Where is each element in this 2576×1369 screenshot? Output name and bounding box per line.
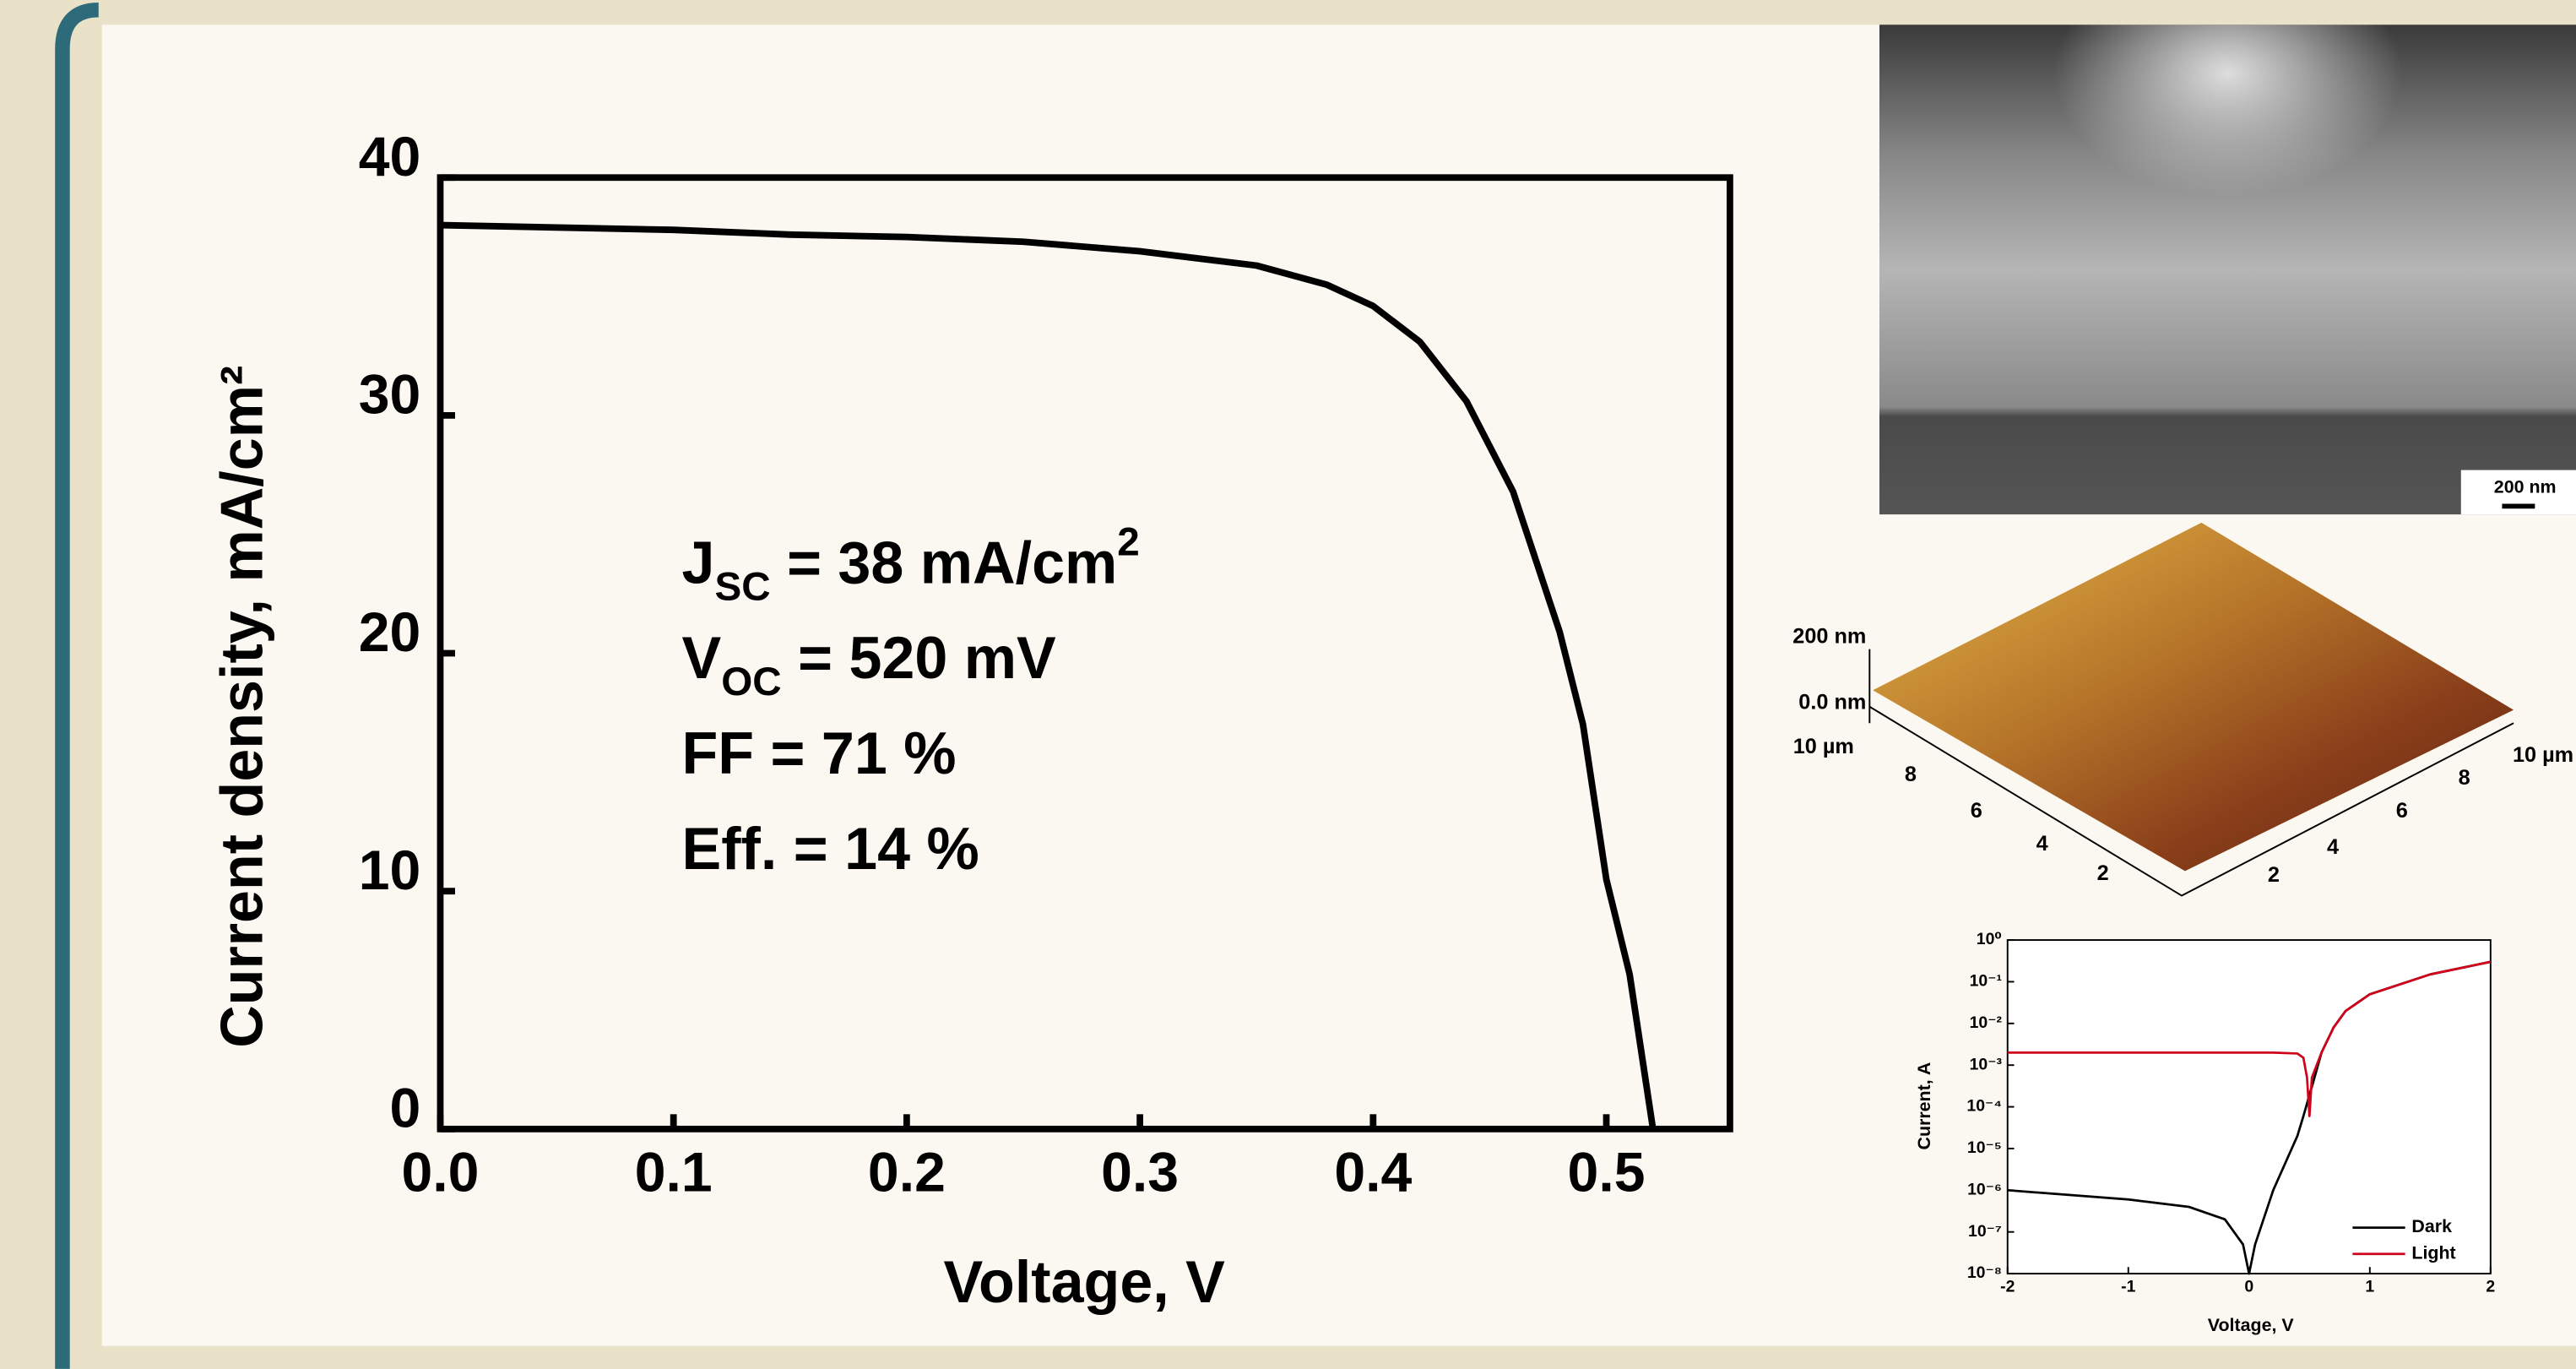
chart: 0.0 0.1 0.2 0.3 0.4 0.5 0 10 20 30 40 Voltage, V Cur…	[209, 126, 1733, 1315]
y-axis-label: Current density, mA/cm²	[209, 366, 274, 1048]
x-tick-label: 0.3	[1101, 1142, 1179, 1204]
afm-axis-label: 2	[2097, 861, 2109, 885]
annotation-part: 2	[1117, 519, 1140, 564]
x-axis-label: Voltage, V	[944, 1249, 1226, 1315]
y-tick-label: 20	[359, 601, 421, 664]
afm-axis-label: 6	[1971, 799, 1982, 823]
y-tick-label: 10⁻⁴	[1966, 1097, 2002, 1116]
afm-axis-label: 4	[2327, 835, 2339, 859]
annotation-part: OC	[721, 660, 781, 704]
annotation-part: = 38 mA/cm	[771, 530, 1118, 595]
x-tick-label: 1	[2365, 1278, 2374, 1296]
afm-axis-label: 4	[2036, 832, 2048, 856]
legend-label: Dark	[2411, 1216, 2452, 1236]
annotation: Eff. = 14 %	[682, 815, 979, 881]
x-tick-label: -1	[2121, 1278, 2135, 1296]
series-line	[2007, 960, 2492, 1117]
y-tick-label: 10⁻⁷	[1968, 1222, 2002, 1241]
legend-label: Light	[2411, 1242, 2455, 1263]
y-tick-label: 10⁻¹	[1970, 972, 2002, 991]
y-tick-label: 10⁻²	[1970, 1013, 2003, 1032]
y-tick-label: 30	[359, 363, 421, 426]
chart: -2 -1 0 1 2 10⁰ 10⁻¹ 10⁻² 10⁻³ 10⁻⁴ 10⁻⁵ 10⁻⁶ 10⁻⁷ 10…	[1914, 930, 2495, 1335]
annotation-part: = 520 mV	[782, 625, 1056, 691]
annotation-part: SC	[714, 564, 770, 609]
annotation: FF = 71 %	[682, 720, 957, 786]
x-tick-label: 2	[2486, 1278, 2495, 1296]
data-line	[440, 221, 1657, 1130]
x-tick-label: 0	[2244, 1278, 2253, 1296]
y-tick-label: 10⁻⁸	[1967, 1263, 2002, 1282]
afm-surface	[1873, 522, 2514, 872]
y-tick-label: 10⁻⁶	[1967, 1180, 2002, 1198]
afm-z-label: 200 nm	[1792, 625, 1866, 649]
scale-label: 200 nm	[2494, 477, 2557, 497]
plot-frame	[2006, 939, 2492, 1275]
y-tick-label: 10⁻³	[1970, 1055, 2003, 1073]
y-tick-label: 40	[359, 126, 421, 188]
x-axis-label: Voltage, V	[2208, 1315, 2295, 1335]
annotation: JSC = 38 mA/cm2	[682, 519, 1140, 609]
x-tick-label: 0.4	[1334, 1142, 1412, 1204]
y-tick-label: 0	[390, 1077, 421, 1139]
afm-axis-label: 2	[2268, 863, 2280, 887]
afm-z-label: 0.0 nm	[1798, 691, 1866, 714]
afm-axis-label: 8	[1905, 763, 1917, 786]
x-tick-label: 0.2	[868, 1142, 946, 1204]
annotation-part: J	[682, 530, 715, 595]
afm-axis-label: 10 µm	[2513, 743, 2573, 767]
x-tick-label: 0.1	[635, 1142, 713, 1204]
afm-image	[1868, 522, 2514, 897]
y-tick-label: 10	[359, 839, 421, 902]
afm-axis-label: 8	[2459, 766, 2470, 790]
afm-axis-label: 10 µm	[1793, 735, 1854, 758]
sem-glow	[1879, 24, 2576, 515]
y-axis-label: Current, A	[1914, 1062, 1934, 1150]
x-tick-label: 0.0	[401, 1142, 479, 1204]
annotation-part: Eff. = 14 %	[682, 815, 979, 881]
annotation-part: V	[682, 625, 722, 691]
annotation-part: FF = 71 %	[682, 720, 957, 786]
afm-axis-label: 6	[2396, 799, 2408, 823]
x-tick-label: 0.5	[1568, 1142, 1646, 1204]
afm-base	[1868, 705, 2514, 897]
x-tick-label: -2	[2000, 1278, 2015, 1296]
sem-image: 200 nm	[1879, 24, 2576, 515]
annotation: VOC = 520 mV	[682, 625, 1057, 705]
frame-border	[55, 2, 100, 1369]
y-tick-label: 10⁻⁵	[1967, 1138, 2002, 1157]
y-tick-label: 10⁰	[1977, 930, 2002, 948]
